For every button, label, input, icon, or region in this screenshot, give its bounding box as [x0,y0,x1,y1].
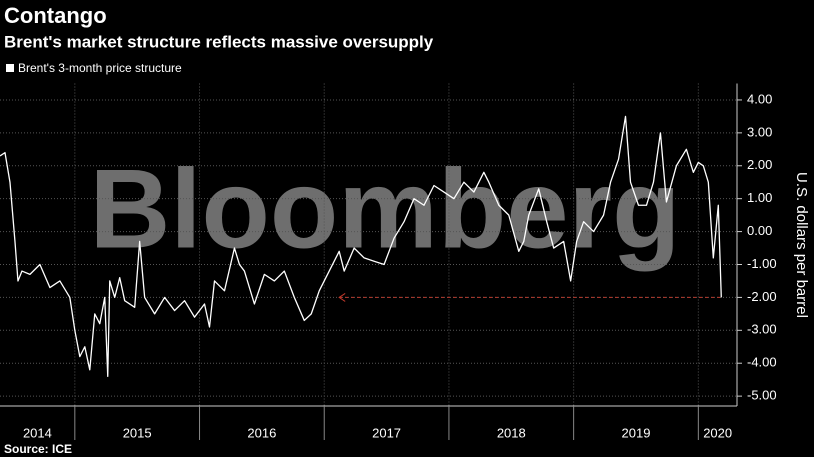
source: Source: ICE [4,442,72,456]
x-tick-label: 2020 [703,425,732,440]
y-tick-label: -2.00 [747,289,777,304]
y-tick-label: -4.00 [747,355,777,370]
y-tick-label: 0.00 [747,223,772,238]
chart-title: Contango [4,3,107,28]
x-tick-label: 2016 [247,425,276,440]
legend-label: Brent's 3-month price structure [18,61,182,75]
x-tick-label: 2015 [123,425,152,440]
chart-subtitle: Brent's market structure reflects massiv… [4,32,434,51]
x-tick-label: 2018 [497,425,526,440]
y-tick-label: 4.00 [747,91,772,106]
watermark: Bloomberg [89,147,680,272]
y-tick-label: 3.00 [747,124,772,139]
y-tick-label: -1.00 [747,256,777,271]
y-tick-label: 1.00 [747,190,772,205]
y-axis-label: U.S. dollars per barrel [793,172,810,318]
y-tick-label: -3.00 [747,322,777,337]
y-tick-label: -5.00 [747,388,777,403]
x-tick-label: 2014 [23,425,52,440]
x-tick-label: 2019 [622,425,651,440]
reference-arrow [338,292,346,302]
x-tick-label: 2017 [372,425,401,440]
y-tick-label: 2.00 [747,157,772,172]
legend-swatch [6,64,14,72]
price-line [0,115,722,378]
